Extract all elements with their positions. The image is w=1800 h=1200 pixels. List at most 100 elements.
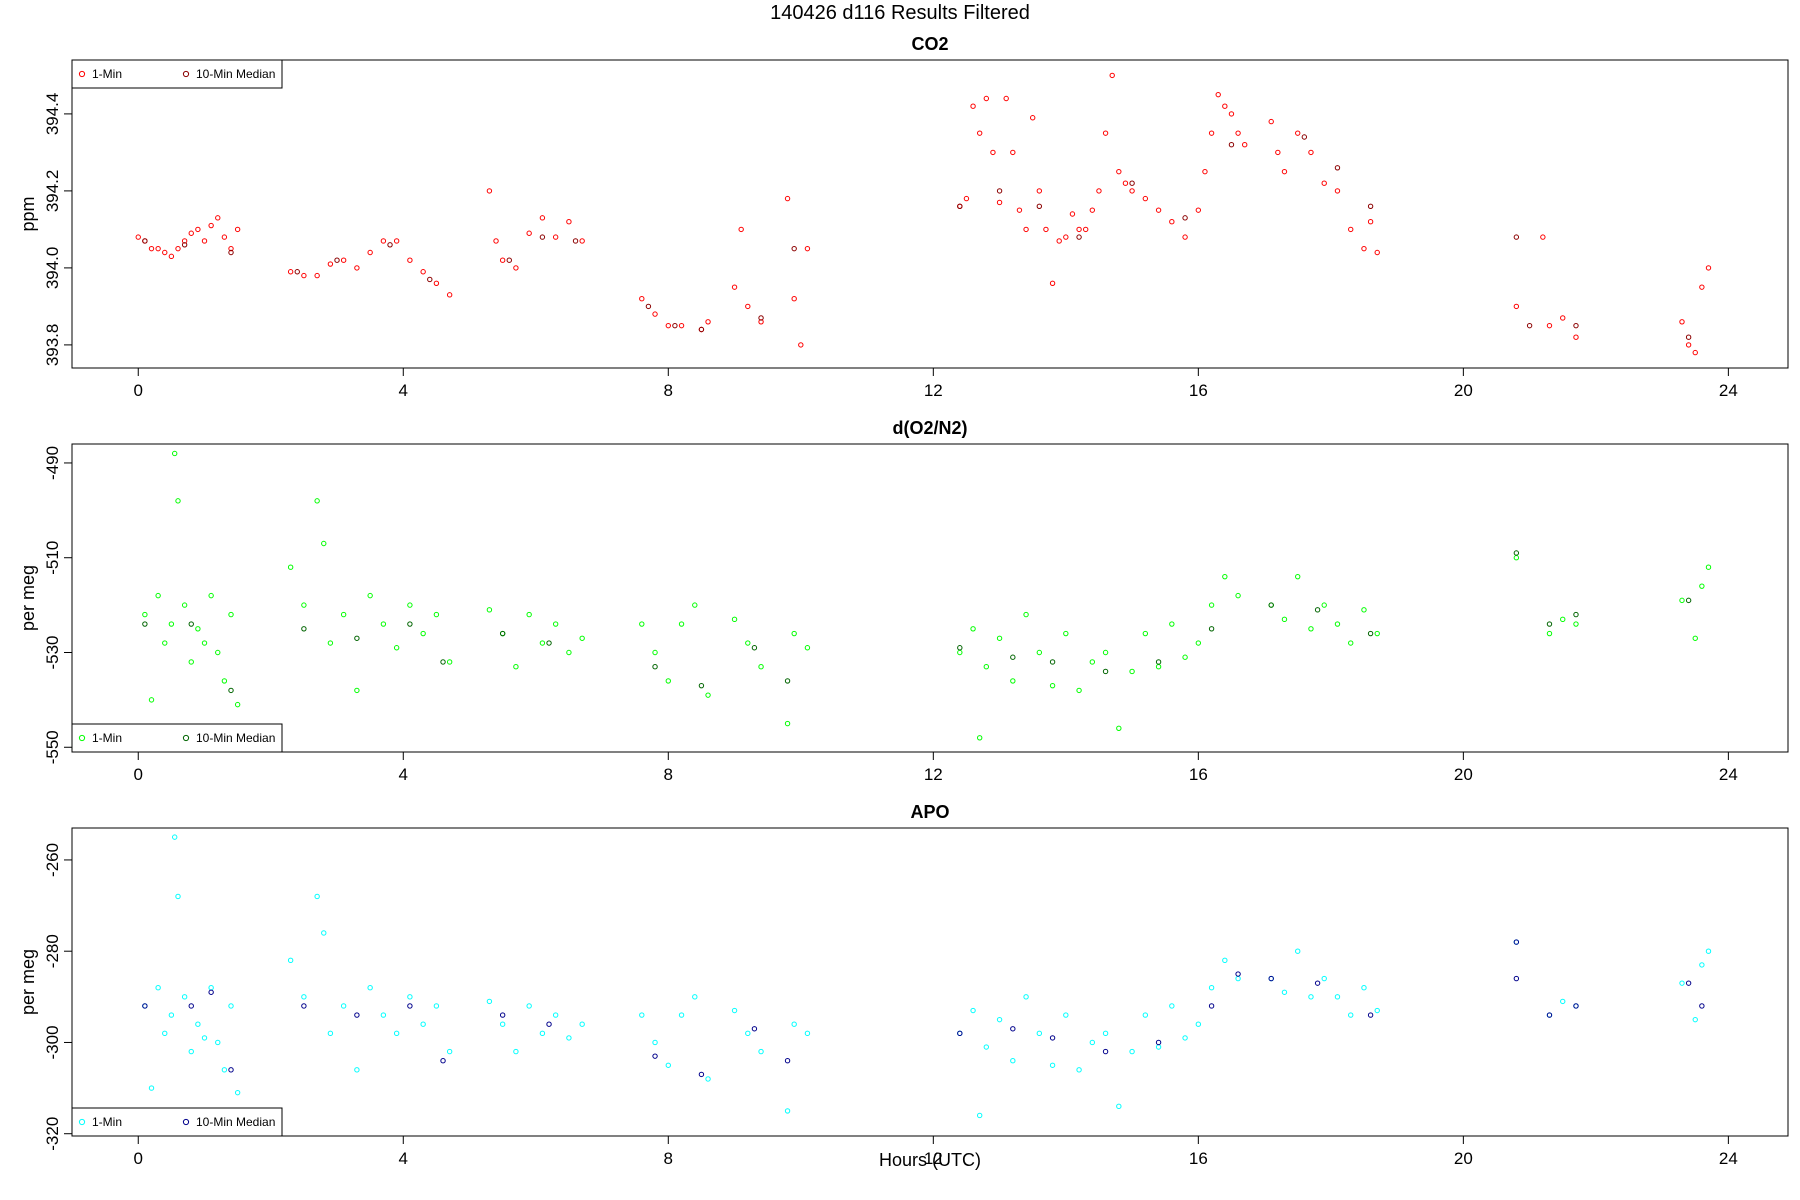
data-point — [215, 1039, 221, 1046]
x-tick-label: 4 — [399, 1149, 408, 1168]
data-point — [420, 630, 426, 637]
data-point — [552, 234, 559, 240]
data-point — [1049, 280, 1056, 286]
data-point — [566, 219, 572, 225]
data-point — [1182, 654, 1188, 660]
data-point — [208, 985, 214, 991]
data-point — [327, 1030, 334, 1037]
data-point — [301, 1003, 307, 1009]
data-point — [1235, 971, 1241, 977]
data-point — [499, 1021, 506, 1027]
data-point — [393, 1030, 400, 1037]
data-point — [1560, 616, 1566, 623]
data-point — [1348, 226, 1354, 233]
data-point — [639, 1012, 645, 1018]
data-point — [1089, 659, 1096, 665]
data-point — [751, 645, 758, 651]
data-point — [1208, 602, 1215, 608]
data-point — [983, 95, 990, 102]
data-point — [692, 994, 698, 1000]
data-point — [579, 635, 585, 641]
data-point — [1308, 626, 1314, 632]
data-point — [957, 649, 963, 656]
data-point — [1281, 989, 1288, 995]
data-point — [171, 834, 178, 840]
data-point — [1699, 962, 1705, 968]
data-point — [539, 640, 546, 646]
data-point — [1513, 234, 1520, 240]
data-point — [1036, 188, 1043, 194]
data-point — [1321, 602, 1327, 608]
data-point — [1705, 265, 1712, 271]
data-point — [1063, 630, 1069, 637]
data-point — [201, 238, 208, 244]
data-point — [705, 692, 711, 698]
x-axis-label: Hours (UTC) — [879, 1150, 981, 1170]
data-point — [446, 659, 453, 665]
data-point — [1361, 245, 1367, 252]
data-point — [1692, 635, 1698, 641]
data-point — [440, 659, 446, 665]
data-point — [195, 226, 201, 233]
data-point — [1142, 630, 1149, 637]
data-point — [1169, 219, 1175, 225]
data-point — [208, 989, 214, 995]
data-point — [1275, 149, 1281, 156]
data-point — [731, 1007, 738, 1014]
legend-label: 1-Min — [92, 1115, 122, 1129]
data-point — [142, 238, 148, 244]
y-axis-label: per meg — [18, 949, 38, 1015]
data-point — [983, 664, 990, 670]
data-point — [784, 1058, 791, 1064]
data-point — [486, 607, 493, 613]
data-point — [1208, 626, 1215, 632]
data-point — [433, 611, 440, 618]
data-point — [168, 621, 175, 627]
data-point — [1155, 659, 1162, 665]
data-point — [1043, 226, 1049, 233]
data-point — [1142, 1012, 1149, 1018]
data-point — [1699, 583, 1705, 589]
data-point — [1560, 315, 1566, 321]
y-tick-label: 394.4 — [43, 93, 62, 136]
data-point — [970, 103, 976, 109]
data-point — [1685, 334, 1692, 340]
data-point — [155, 592, 161, 599]
data-point — [1122, 180, 1129, 186]
data-point — [572, 238, 579, 244]
y-tick-label: -530 — [43, 635, 62, 669]
data-point — [1685, 342, 1692, 348]
data-point — [420, 269, 426, 275]
x-tick-label: 16 — [1189, 1149, 1208, 1168]
data-point — [745, 303, 751, 310]
data-point — [1301, 134, 1308, 140]
data-point — [513, 1048, 519, 1055]
legend-label: 1-Min — [92, 67, 122, 81]
data-point — [1374, 1007, 1380, 1014]
data-point — [1334, 165, 1341, 171]
data-point — [1208, 1003, 1215, 1009]
data-point — [1361, 607, 1367, 613]
data-point — [1182, 1035, 1188, 1041]
data-point — [181, 242, 188, 248]
data-point — [228, 249, 234, 256]
data-point — [287, 957, 294, 964]
data-point — [539, 1030, 546, 1037]
data-point — [1513, 939, 1520, 945]
data-point — [1546, 621, 1553, 627]
data-point — [539, 234, 546, 240]
plot-frame — [71, 59, 1789, 369]
data-point — [1102, 1030, 1109, 1037]
y-tick-label: -550 — [43, 730, 62, 764]
data-point — [566, 1035, 572, 1041]
data-point — [1089, 1039, 1096, 1046]
data-point — [1010, 1026, 1016, 1032]
data-point — [1679, 980, 1685, 986]
data-point — [188, 659, 194, 665]
data-point — [1705, 564, 1712, 570]
data-point — [162, 640, 168, 646]
data-point — [639, 621, 645, 627]
x-tick-label: 12 — [924, 381, 943, 400]
data-point — [665, 322, 671, 329]
data-point — [1513, 555, 1520, 561]
